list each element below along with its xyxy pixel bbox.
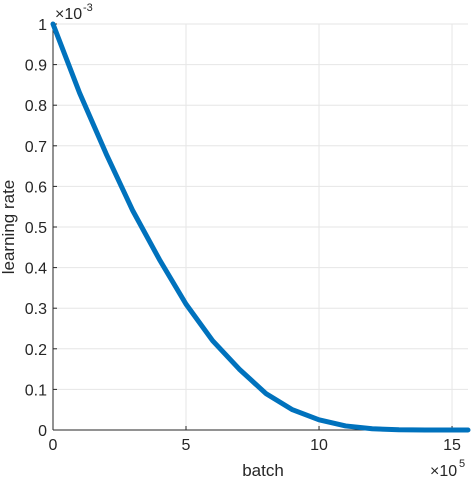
y-tick-label-9: 0.9 bbox=[25, 58, 47, 75]
x-axis-label: batch bbox=[242, 461, 284, 480]
x-tick-label-2: 10 bbox=[310, 437, 328, 454]
y-multiplier-exponent: -3 bbox=[83, 2, 93, 14]
x-tick-label-3: 15 bbox=[443, 437, 461, 454]
x-multiplier-base: ×10 bbox=[430, 463, 457, 480]
grid-lines bbox=[52, 23, 468, 431]
y-multiplier-base: ×10 bbox=[55, 6, 82, 23]
series-layer bbox=[50, 21, 471, 433]
y-tick-label-7: 0.7 bbox=[25, 139, 47, 156]
y-tick-label-2: 0.2 bbox=[25, 342, 47, 359]
y-axis-multiplier: ×10 -3 bbox=[55, 2, 93, 23]
tick-labels: 0 5 10 15 0 0.1 0.2 0.3 0.4 0.5 0.6 0.7 0.8 0.9 1 bbox=[25, 17, 461, 454]
y-tick-label-0: 0 bbox=[38, 423, 47, 440]
y-tick-label-5: 0.5 bbox=[25, 220, 47, 237]
x-tick-label-1: 5 bbox=[182, 437, 191, 454]
series-line-0 bbox=[50, 21, 471, 433]
y-tick-label-6: 0.6 bbox=[25, 179, 47, 196]
y-axis-label: learning rate bbox=[0, 180, 18, 275]
y-tick-label-8: 0.8 bbox=[25, 98, 47, 115]
y-tick-label-1: 0.1 bbox=[25, 382, 47, 399]
x-multiplier-exponent: 5 bbox=[459, 458, 465, 470]
x-axis-multiplier: ×10 5 bbox=[430, 458, 465, 480]
y-tick-label-4: 0.4 bbox=[25, 261, 47, 278]
y-tick-label-10: 1 bbox=[38, 17, 47, 34]
x-tick-label-0: 0 bbox=[49, 437, 58, 454]
y-tick-label-3: 0.3 bbox=[25, 301, 47, 318]
